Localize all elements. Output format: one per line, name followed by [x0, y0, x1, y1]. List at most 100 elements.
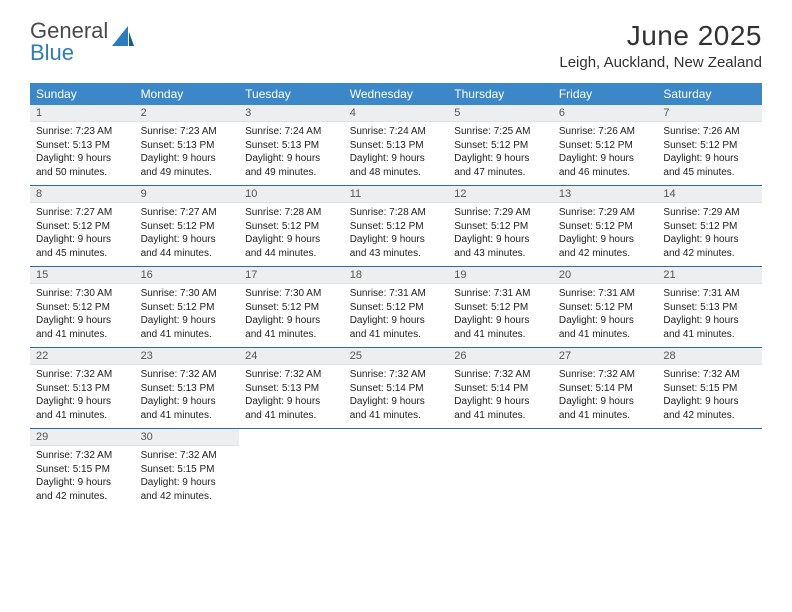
day-detail: Sunrise: 7:26 AMSunset: 5:12 PMDaylight:…: [657, 122, 762, 185]
weekday-header: Monday: [135, 83, 240, 105]
day-cell: 29Sunrise: 7:32 AMSunset: 5:15 PMDayligh…: [30, 429, 135, 509]
day-detail: Sunrise: 7:30 AMSunset: 5:12 PMDaylight:…: [30, 284, 135, 347]
day-detail: Sunrise: 7:28 AMSunset: 5:12 PMDaylight:…: [239, 203, 344, 266]
day-number: 24: [239, 348, 344, 365]
weeks-container: 1Sunrise: 7:23 AMSunset: 5:13 PMDaylight…: [30, 105, 762, 509]
day-detail: Sunrise: 7:29 AMSunset: 5:12 PMDaylight:…: [448, 203, 553, 266]
day-number: 12: [448, 186, 553, 203]
day-number: 10: [239, 186, 344, 203]
day-detail: Sunrise: 7:31 AMSunset: 5:12 PMDaylight:…: [448, 284, 553, 347]
day-detail: Sunrise: 7:32 AMSunset: 5:15 PMDaylight:…: [30, 446, 135, 509]
day-number: 6: [553, 105, 658, 122]
logo-word-blue: Blue: [30, 40, 74, 65]
day-cell: 22Sunrise: 7:32 AMSunset: 5:13 PMDayligh…: [30, 348, 135, 428]
day-cell: 24Sunrise: 7:32 AMSunset: 5:13 PMDayligh…: [239, 348, 344, 428]
day-detail: Sunrise: 7:32 AMSunset: 5:14 PMDaylight:…: [553, 365, 658, 428]
day-cell: 30Sunrise: 7:32 AMSunset: 5:15 PMDayligh…: [135, 429, 240, 509]
day-detail: Sunrise: 7:25 AMSunset: 5:12 PMDaylight:…: [448, 122, 553, 185]
day-number: 8: [30, 186, 135, 203]
title-block: June 2025 Leigh, Auckland, New Zealand: [559, 20, 762, 71]
day-detail: Sunrise: 7:32 AMSunset: 5:14 PMDaylight:…: [344, 365, 449, 428]
day-cell: [239, 429, 344, 509]
week-row: 22Sunrise: 7:32 AMSunset: 5:13 PMDayligh…: [30, 347, 762, 428]
day-detail: Sunrise: 7:23 AMSunset: 5:13 PMDaylight:…: [135, 122, 240, 185]
day-cell: 21Sunrise: 7:31 AMSunset: 5:13 PMDayligh…: [657, 267, 762, 347]
day-detail: Sunrise: 7:27 AMSunset: 5:12 PMDaylight:…: [30, 203, 135, 266]
week-row: 8Sunrise: 7:27 AMSunset: 5:12 PMDaylight…: [30, 185, 762, 266]
day-detail: Sunrise: 7:30 AMSunset: 5:12 PMDaylight:…: [239, 284, 344, 347]
day-cell: 16Sunrise: 7:30 AMSunset: 5:12 PMDayligh…: [135, 267, 240, 347]
day-number: 1: [30, 105, 135, 122]
day-cell: 3Sunrise: 7:24 AMSunset: 5:13 PMDaylight…: [239, 105, 344, 185]
day-detail: Sunrise: 7:32 AMSunset: 5:13 PMDaylight:…: [30, 365, 135, 428]
day-number: 5: [448, 105, 553, 122]
day-cell: 7Sunrise: 7:26 AMSunset: 5:12 PMDaylight…: [657, 105, 762, 185]
day-number: 3: [239, 105, 344, 122]
day-number: 22: [30, 348, 135, 365]
day-number: 23: [135, 348, 240, 365]
day-cell: 8Sunrise: 7:27 AMSunset: 5:12 PMDaylight…: [30, 186, 135, 266]
day-cell: 14Sunrise: 7:29 AMSunset: 5:12 PMDayligh…: [657, 186, 762, 266]
weekday-header: Sunday: [30, 83, 135, 105]
day-detail: Sunrise: 7:24 AMSunset: 5:13 PMDaylight:…: [344, 122, 449, 185]
day-detail: Sunrise: 7:23 AMSunset: 5:13 PMDaylight:…: [30, 122, 135, 185]
day-cell: 5Sunrise: 7:25 AMSunset: 5:12 PMDaylight…: [448, 105, 553, 185]
day-number: 4: [344, 105, 449, 122]
day-cell: 18Sunrise: 7:31 AMSunset: 5:12 PMDayligh…: [344, 267, 449, 347]
month-title: June 2025: [559, 20, 762, 52]
day-cell: 27Sunrise: 7:32 AMSunset: 5:14 PMDayligh…: [553, 348, 658, 428]
day-detail: Sunrise: 7:30 AMSunset: 5:12 PMDaylight:…: [135, 284, 240, 347]
day-cell: [448, 429, 553, 509]
day-number: 11: [344, 186, 449, 203]
location-text: Leigh, Auckland, New Zealand: [559, 54, 762, 71]
day-cell: 10Sunrise: 7:28 AMSunset: 5:12 PMDayligh…: [239, 186, 344, 266]
day-cell: 11Sunrise: 7:28 AMSunset: 5:12 PMDayligh…: [344, 186, 449, 266]
day-cell: 20Sunrise: 7:31 AMSunset: 5:12 PMDayligh…: [553, 267, 658, 347]
day-number: 28: [657, 348, 762, 365]
weekday-header-row: Sunday Monday Tuesday Wednesday Thursday…: [30, 83, 762, 105]
day-cell: 4Sunrise: 7:24 AMSunset: 5:13 PMDaylight…: [344, 105, 449, 185]
day-number: 15: [30, 267, 135, 284]
day-number: 7: [657, 105, 762, 122]
weekday-header: Thursday: [448, 83, 553, 105]
weekday-header: Saturday: [657, 83, 762, 105]
day-cell: 12Sunrise: 7:29 AMSunset: 5:12 PMDayligh…: [448, 186, 553, 266]
day-number: 21: [657, 267, 762, 284]
day-number: 26: [448, 348, 553, 365]
day-number: 9: [135, 186, 240, 203]
sail-icon: [110, 24, 136, 61]
day-cell: 25Sunrise: 7:32 AMSunset: 5:14 PMDayligh…: [344, 348, 449, 428]
day-cell: 26Sunrise: 7:32 AMSunset: 5:14 PMDayligh…: [448, 348, 553, 428]
week-row: 29Sunrise: 7:32 AMSunset: 5:15 PMDayligh…: [30, 428, 762, 509]
day-cell: 1Sunrise: 7:23 AMSunset: 5:13 PMDaylight…: [30, 105, 135, 185]
day-detail: Sunrise: 7:24 AMSunset: 5:13 PMDaylight:…: [239, 122, 344, 185]
day-cell: 17Sunrise: 7:30 AMSunset: 5:12 PMDayligh…: [239, 267, 344, 347]
logo: General Blue: [30, 20, 136, 64]
day-cell: 19Sunrise: 7:31 AMSunset: 5:12 PMDayligh…: [448, 267, 553, 347]
day-number: 2: [135, 105, 240, 122]
day-cell: 15Sunrise: 7:30 AMSunset: 5:12 PMDayligh…: [30, 267, 135, 347]
day-detail: Sunrise: 7:29 AMSunset: 5:12 PMDaylight:…: [657, 203, 762, 266]
day-cell: 13Sunrise: 7:29 AMSunset: 5:12 PMDayligh…: [553, 186, 658, 266]
day-cell: 9Sunrise: 7:27 AMSunset: 5:12 PMDaylight…: [135, 186, 240, 266]
day-cell: [344, 429, 449, 509]
day-number: 14: [657, 186, 762, 203]
day-detail: Sunrise: 7:26 AMSunset: 5:12 PMDaylight:…: [553, 122, 658, 185]
day-cell: 6Sunrise: 7:26 AMSunset: 5:12 PMDaylight…: [553, 105, 658, 185]
day-cell: [553, 429, 658, 509]
day-number: 30: [135, 429, 240, 446]
day-number: 17: [239, 267, 344, 284]
page-header: General Blue June 2025 Leigh, Auckland, …: [0, 0, 792, 75]
weekday-header: Wednesday: [344, 83, 449, 105]
day-cell: 28Sunrise: 7:32 AMSunset: 5:15 PMDayligh…: [657, 348, 762, 428]
calendar: Sunday Monday Tuesday Wednesday Thursday…: [30, 83, 762, 509]
logo-text: General Blue: [30, 20, 108, 64]
day-detail: Sunrise: 7:32 AMSunset: 5:15 PMDaylight:…: [135, 446, 240, 509]
day-number: 27: [553, 348, 658, 365]
day-detail: Sunrise: 7:31 AMSunset: 5:12 PMDaylight:…: [553, 284, 658, 347]
day-cell: 2Sunrise: 7:23 AMSunset: 5:13 PMDaylight…: [135, 105, 240, 185]
day-detail: Sunrise: 7:28 AMSunset: 5:12 PMDaylight:…: [344, 203, 449, 266]
day-detail: Sunrise: 7:27 AMSunset: 5:12 PMDaylight:…: [135, 203, 240, 266]
day-detail: Sunrise: 7:29 AMSunset: 5:12 PMDaylight:…: [553, 203, 658, 266]
weekday-header: Friday: [553, 83, 658, 105]
